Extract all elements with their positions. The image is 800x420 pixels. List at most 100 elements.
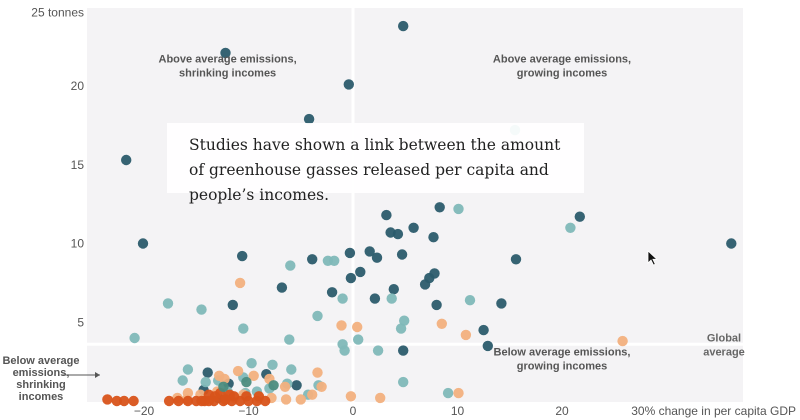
data-point-light-teal — [129, 332, 140, 344]
data-point-light-teal — [565, 222, 576, 233]
data-point-dark-orange — [220, 394, 231, 405]
data-point-dark-teal — [429, 268, 440, 279]
data-point-light-teal — [162, 298, 174, 309]
x-tick-label: 0 — [350, 404, 357, 418]
data-point-dark-teal — [276, 282, 288, 293]
data-point-dark-teal — [371, 252, 383, 263]
mouse-pointer-icon — [647, 250, 659, 266]
data-point-dark-orange — [111, 395, 123, 407]
data-point-light-orange — [232, 365, 244, 377]
data-point-dark-teal — [434, 202, 445, 213]
data-point-muted-dark — [241, 376, 252, 388]
data-point-light-teal — [285, 260, 296, 271]
data-point-light-teal — [399, 315, 410, 326]
data-point-light-orange — [336, 320, 347, 331]
data-point-dark-orange — [118, 395, 130, 407]
data-point-light-orange — [460, 329, 472, 341]
data-point-light-orange — [312, 367, 323, 378]
data-point-light-teal — [337, 293, 348, 304]
y-tick-label: 20 — [71, 79, 85, 93]
data-point-dark-teal — [398, 20, 409, 32]
data-point-dark-orange — [173, 395, 184, 407]
data-point-dark-teal — [408, 222, 419, 233]
data-point-light-teal — [182, 364, 194, 375]
data-point-light-orange — [352, 321, 363, 333]
data-point-light-orange — [617, 335, 628, 347]
y-tick-label: 15 — [71, 158, 85, 172]
data-point-dark-orange — [203, 395, 214, 407]
data-point-dark-teal — [303, 113, 315, 125]
data-point-dark-teal — [428, 232, 439, 243]
arrow-head-icon — [95, 372, 100, 378]
data-point-light-orange — [279, 381, 291, 392]
data-point-light-orange — [316, 381, 327, 392]
plot-panel — [87, 8, 743, 402]
x-tick-label: 20 — [555, 404, 569, 418]
data-point-dark-teal — [388, 284, 399, 295]
data-point-light-orange — [453, 387, 464, 399]
data-point-dark-teal — [381, 209, 392, 221]
data-point-light-teal — [398, 376, 409, 388]
data-point-muted-dark — [268, 380, 279, 391]
data-point-light-orange — [345, 391, 357, 402]
quadrant-label: Below average emissions, growing incomes — [494, 346, 631, 372]
global-average-label: Global average — [703, 332, 745, 358]
data-point-light-teal — [177, 375, 188, 386]
data-point-dark-teal — [121, 154, 132, 166]
data-point-light-teal — [200, 376, 211, 388]
plot-dividers — [87, 8, 793, 402]
data-point-light-orange — [248, 370, 259, 381]
data-point-dark-orange — [128, 395, 139, 407]
data-point-dark-teal — [369, 293, 381, 304]
callout-box: Studies have shown a link between the am… — [167, 123, 584, 204]
data-point-light-teal — [372, 345, 384, 356]
data-point-dark-orange — [102, 394, 113, 405]
data-point-dark-teal — [396, 249, 408, 260]
x-tick-label: −10 — [238, 404, 259, 418]
data-point-light-teal — [312, 310, 323, 322]
y-axis-top-label: 25 tonnes — [31, 5, 84, 19]
data-point-light-orange — [214, 370, 225, 381]
data-point-light-orange — [295, 394, 306, 405]
data-point-dark-orange — [196, 395, 207, 407]
data-point-light-teal — [339, 345, 350, 356]
data-point-dark-orange — [182, 395, 194, 407]
data-point-light-teal — [386, 293, 397, 304]
data-point-light-orange — [436, 318, 447, 329]
quadrant-label: Above average emissions, shrinking income… — [159, 53, 297, 79]
data-point-dark-orange — [163, 395, 175, 407]
data-point-dark-teal — [345, 272, 357, 284]
data-point-dark-teal — [419, 279, 431, 290]
data-point-dark-teal — [307, 254, 318, 265]
data-point-dark-orange — [241, 391, 252, 402]
data-point-dark-teal — [364, 246, 375, 257]
data-point-dark-teal — [237, 250, 248, 262]
data-point-dark-teal — [482, 340, 493, 352]
outside-quadrant-label: Below average emissions, shrinking incomes — [2, 355, 79, 403]
data-point-dark-teal — [431, 299, 442, 311]
data-point-dark-orange — [253, 391, 265, 402]
data-point-dark-teal — [398, 345, 409, 356]
data-point-dark-teal — [478, 324, 489, 336]
data-point-dark-teal — [326, 287, 338, 298]
x-tick-label: 10 — [451, 404, 465, 418]
data-point-dark-teal — [220, 47, 231, 59]
data-point-dark-teal — [202, 367, 213, 378]
data-point-dark-teal — [726, 238, 737, 249]
data-point-light-teal — [453, 203, 464, 215]
data-point-light-teal — [395, 323, 407, 334]
data-point-dark-teal — [137, 238, 149, 249]
data-point-dark-teal — [343, 79, 354, 90]
data-point-light-teal — [353, 334, 364, 345]
callout-text: Studies have shown a link between the am… — [189, 136, 561, 204]
data-point-muted-dark — [218, 381, 229, 392]
data-point-light-teal — [464, 295, 476, 306]
data-point-light-orange — [375, 392, 386, 404]
data-point-dark-teal — [510, 254, 522, 265]
data-point-light-teal — [238, 323, 249, 334]
data-point-dark-teal — [355, 266, 366, 278]
data-point-dark-teal — [291, 380, 302, 391]
data-point-light-teal — [246, 358, 257, 369]
